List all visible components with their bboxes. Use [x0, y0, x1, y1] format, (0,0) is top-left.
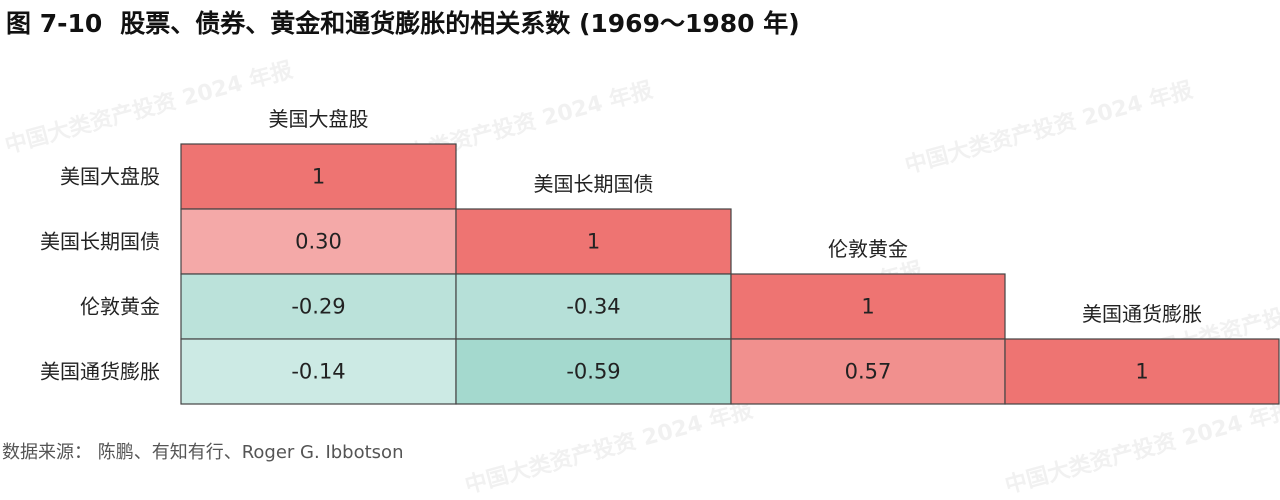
- column-label: 伦敦黄金: [828, 237, 908, 261]
- correlation-heatmap: 美国大盘股美国长期国债伦敦黄金美国通货膨胀美国大盘股美国长期国债伦敦黄金美国通货…: [40, 107, 1280, 405]
- row-label: 伦敦黄金: [80, 295, 160, 319]
- cell-value-label: 1: [1135, 360, 1148, 384]
- heatmap-cell: [1004, 338, 1280, 405]
- column-label: 美国长期国债: [534, 172, 654, 196]
- cell-value-label: 1: [312, 165, 325, 189]
- heatmap-cell: [455, 208, 732, 275]
- heatmap-cell: [455, 338, 732, 405]
- cell-value-label: -0.59: [566, 360, 620, 384]
- figure-number: 图 7-10: [6, 9, 103, 38]
- cell-value-label: 1: [587, 230, 600, 254]
- heatmap-cell: [730, 338, 1006, 405]
- cell-value-label: 0.30: [295, 230, 342, 254]
- row-label: 美国长期国债: [40, 230, 160, 254]
- cell-value-label: 1: [861, 295, 874, 319]
- cell-value-label: -0.29: [291, 295, 345, 319]
- column-label: 美国大盘股: [269, 107, 369, 131]
- row-label: 美国大盘股: [60, 165, 160, 189]
- data-source: 数据来源： 陈鹏、有知有行、Roger G. Ibbotson: [2, 442, 404, 463]
- row-label: 美国通货膨胀: [40, 360, 160, 384]
- cell-value-label: -0.14: [291, 360, 345, 384]
- column-label: 美国通货膨胀: [1082, 302, 1202, 326]
- heatmap-cell: [455, 273, 732, 340]
- heatmap-cell: [730, 273, 1006, 340]
- cell-value-label: -0.34: [566, 295, 620, 319]
- cell-value-label: 0.57: [845, 360, 892, 384]
- heatmap-cell: [180, 338, 457, 405]
- heatmap-cell: [180, 273, 457, 340]
- figure-title: 股票、债券、黄金和通货膨胀的相关系数 (1969～1980 年): [120, 9, 800, 38]
- chart-title: 图 7-10 股票、债券、黄金和通货膨胀的相关系数 (1969～1980 年): [6, 4, 800, 44]
